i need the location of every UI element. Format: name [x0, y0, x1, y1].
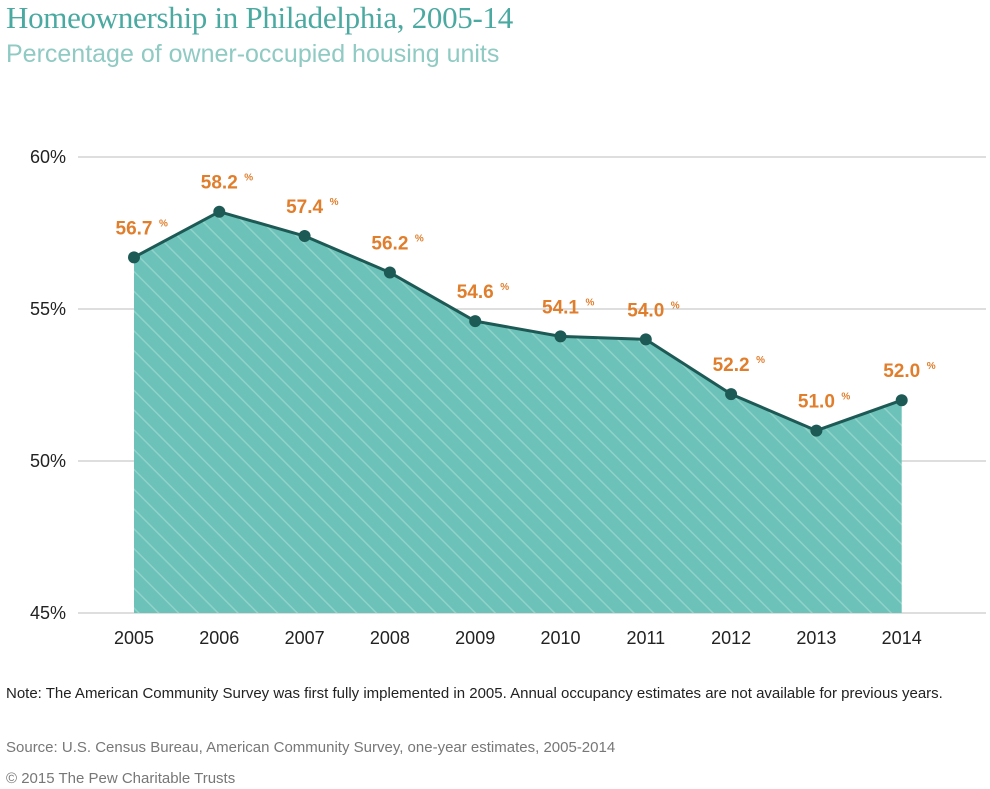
data-point-2012 [725, 388, 738, 401]
data-point-2013 [810, 424, 823, 437]
x-tick-label-2012: 2012 [711, 628, 751, 648]
y-tick-label: 55% [30, 299, 66, 319]
x-tick-label-2011: 2011 [626, 628, 665, 648]
series-line-group [133, 210, 903, 433]
y-tick-label: 45% [30, 603, 66, 623]
data-label-percent-sign: % [586, 297, 595, 308]
footnote: Note: The American Community Survey was … [6, 685, 943, 702]
data-points-group [128, 205, 908, 437]
series-line [133, 210, 903, 433]
data-label-percent-sign: % [159, 218, 168, 229]
x-tick-label-2007: 2007 [285, 628, 325, 648]
source-text: Source: U.S. Census Bureau, American Com… [6, 739, 616, 756]
area-fill-group [134, 211, 902, 613]
data-label-percent-sign: % [500, 282, 509, 293]
x-tick-label-2005: 2005 [114, 628, 154, 648]
data-point-2011 [639, 333, 652, 346]
data-label-percent-sign: % [330, 197, 339, 208]
data-label-2005: 56.7 [116, 218, 153, 239]
data-label-2013: 51.0 [798, 392, 835, 413]
x-tick-label-2009: 2009 [455, 628, 495, 648]
data-point-2006 [213, 205, 226, 218]
data-label-2008: 56.2 [371, 234, 408, 255]
data-label-2014: 52.0 [883, 361, 920, 382]
chart-title: Homeownership in Philadelphia, 2005-14 [6, 0, 513, 35]
data-point-2014 [895, 394, 908, 407]
x-tick-label-2006: 2006 [199, 628, 239, 648]
x-tick-label-2010: 2010 [540, 628, 580, 648]
area-chart: 56.7 % 58.2 % 57.4 % 56.2 % 54.6 % 54.1% 54.0 % 52.2%… [30, 147, 986, 648]
chart-subtitle: Percentage of owner-occupied housing uni… [6, 40, 500, 68]
data-label-percent-sign: % [841, 392, 850, 403]
x-tick-label-2014: 2014 [882, 628, 922, 648]
data-label-2009: 54.6 [457, 282, 494, 303]
data-label-2011: 54.0 [627, 300, 664, 321]
data-label-2006: 58.2 [201, 173, 238, 194]
x-tick-label-2008: 2008 [370, 628, 410, 648]
data-point-2008 [383, 266, 396, 279]
data-label-percent-sign: % [671, 300, 680, 311]
data-label-2010: 54.1 [542, 297, 579, 318]
data-point-2007 [298, 230, 311, 243]
data-label-2007: 57.4 [286, 197, 323, 218]
x-axis-ticks: 2005 2006 2007 2008 2009 2010 2011 2012 2013 2014 [114, 628, 922, 648]
data-label-percent-sign: % [415, 234, 424, 245]
data-label-percent-sign: % [244, 173, 253, 184]
data-label-2012: 52.2 [713, 355, 750, 376]
data-point-2005 [128, 251, 140, 264]
y-tick-label: 60% [30, 147, 66, 167]
y-axis-ticks: 45% 50% 55% 60% [30, 147, 66, 623]
data-labels-group: 56.7 % 58.2 % 57.4 % 56.2 % 54.6 % 54.1% 54.0 % 52.2%… [116, 173, 936, 413]
data-label-percent-sign: % [927, 361, 936, 372]
data-point-2010 [554, 330, 567, 343]
data-label-percent-sign: % [756, 355, 765, 366]
y-tick-label: 50% [30, 451, 66, 471]
area-fill [134, 211, 902, 613]
x-tick-label-2013: 2013 [796, 628, 836, 648]
copyright-text: © 2015 The Pew Charitable Trusts [6, 770, 236, 787]
data-point-2009 [469, 315, 482, 328]
